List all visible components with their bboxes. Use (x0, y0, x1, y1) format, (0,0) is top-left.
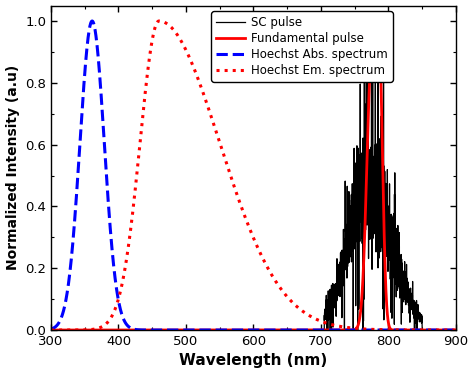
Fundamental pulse (146, 328, 152, 332)
Hoechst Em. spectrum (201, 92, 207, 96)
Hoechst Abs. spectrum (453, 328, 459, 332)
Hoechst Em. spectrum (142, 92, 148, 97)
Hoechst Abs. spectrum (146, 328, 152, 332)
X-axis label: Wavelength (nm): Wavelength (nm) (179, 353, 328, 368)
SC pulse (364, 19, 369, 23)
SC pulse (48, 328, 54, 332)
Legend: SC pulse, Fundamental pulse, Hoechst Abs. spectrum, Hoechst Em. spectrum: SC pulse, Fundamental pulse, Hoechst Abs… (211, 12, 393, 82)
Fundamental pulse (144, 328, 150, 332)
Hoechst Em. spectrum (146, 57, 152, 61)
Line: SC pulse: SC pulse (51, 21, 456, 330)
Hoechst Abs. spectrum (450, 328, 456, 332)
Fundamental pulse (142, 328, 148, 332)
SC pulse (450, 328, 456, 332)
SC pulse (453, 328, 459, 332)
Hoechst Abs. spectrum (142, 328, 148, 332)
Line: Fundamental pulse: Fundamental pulse (51, 21, 456, 330)
Hoechst Em. spectrum (453, 328, 459, 332)
Hoechst Em. spectrum (144, 73, 150, 78)
Hoechst Abs. spectrum (48, 327, 54, 331)
Y-axis label: Normalized Intensity (a.u): Normalized Intensity (a.u) (6, 65, 19, 270)
Line: Hoechst Abs. spectrum: Hoechst Abs. spectrum (51, 21, 456, 330)
SC pulse (201, 328, 206, 332)
Fundamental pulse (201, 328, 206, 332)
Fundamental pulse (375, 19, 381, 23)
Hoechst Abs. spectrum (145, 328, 150, 332)
SC pulse (146, 328, 152, 332)
Hoechst Em. spectrum (156, 19, 162, 23)
Fundamental pulse (229, 328, 235, 332)
Hoechst Abs. spectrum (201, 328, 207, 332)
Fundamental pulse (450, 328, 456, 332)
Hoechst Abs. spectrum (229, 328, 235, 332)
Hoechst Abs. spectrum (89, 19, 95, 23)
Fundamental pulse (48, 328, 54, 332)
SC pulse (229, 328, 235, 332)
Fundamental pulse (453, 328, 459, 332)
SC pulse (142, 328, 148, 332)
Hoechst Em. spectrum (48, 328, 54, 332)
Hoechst Em. spectrum (229, 179, 235, 184)
Line: Hoechst Em. spectrum: Hoechst Em. spectrum (51, 21, 456, 330)
Hoechst Em. spectrum (450, 328, 456, 332)
SC pulse (144, 328, 150, 332)
